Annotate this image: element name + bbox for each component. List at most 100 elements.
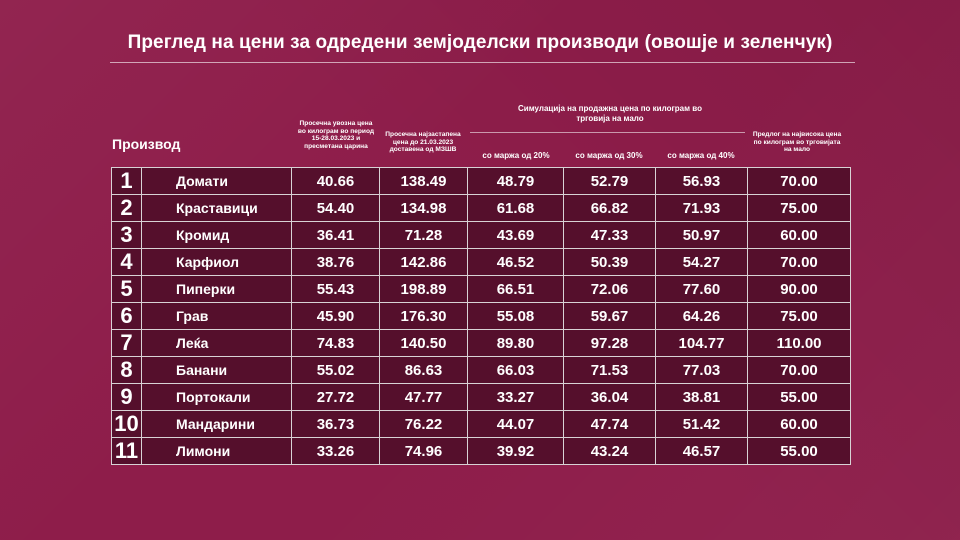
margin-40-cell: 46.57 <box>655 437 748 465</box>
margin-30-cell: 47.74 <box>563 410 656 438</box>
table-row: 7 Леќа 74.83 140.50 89.80 97.28 104.77 110.00 <box>111 329 851 357</box>
margin-20-cell: 66.03 <box>467 356 564 384</box>
page-title: Преглед на цени за одредени земјоделски … <box>127 32 833 53</box>
table-row: 3 Кромид 36.41 71.28 43.69 47.33 50.97 60.00 <box>111 221 851 249</box>
margin-40-cell: 77.03 <box>655 356 748 384</box>
table-row: 1 Домати 40.66 138.49 48.79 52.79 56.93 70.00 <box>111 167 851 195</box>
import-price-cell: 33.26 <box>291 437 380 465</box>
margin-40-cell: 104.77 <box>655 329 748 357</box>
product-name: Кромид <box>141 221 292 249</box>
title-underline <box>110 62 855 63</box>
import-price-cell: 55.02 <box>291 356 380 384</box>
margin-30-cell: 43.24 <box>563 437 656 465</box>
max-price-cell: 55.00 <box>747 383 851 411</box>
frequent-price-cell: 86.63 <box>379 356 468 384</box>
table-row: 11 Лимони 33.26 74.96 39.92 43.24 46.57 55.00 <box>111 437 851 465</box>
frequent-price-cell: 140.50 <box>379 329 468 357</box>
table-row: 8 Банани 55.02 86.63 66.03 71.53 77.03 70.00 <box>111 356 851 384</box>
simulation-underline <box>470 132 745 133</box>
margin-20-cell: 46.52 <box>467 248 564 276</box>
row-number: 2 <box>111 194 142 222</box>
margin-40-cell: 51.42 <box>655 410 748 438</box>
margin-30-cell: 66.82 <box>563 194 656 222</box>
product-name: Пиперки <box>141 275 292 303</box>
import-price-cell: 27.72 <box>291 383 380 411</box>
import-price-cell: 40.66 <box>291 167 380 195</box>
row-number: 9 <box>111 383 142 411</box>
product-name: Портокали <box>141 383 292 411</box>
margin-40-header: со маржа од 40% <box>667 151 735 160</box>
import-price-header: Просечна увозна цена во килограм во пери… <box>297 120 375 150</box>
table-row: 6 Грав 45.90 176.30 55.08 59.67 64.26 75.00 <box>111 302 851 330</box>
margin-30-cell: 52.79 <box>563 167 656 195</box>
row-number: 4 <box>111 248 142 276</box>
table-row: 2 Краставици 54.40 134.98 61.68 66.82 71.93 75.… <box>111 194 851 222</box>
margin-30-header: со маржа од 30% <box>575 151 643 160</box>
row-number: 3 <box>111 221 142 249</box>
max-price-cell: 70.00 <box>747 356 851 384</box>
import-price-cell: 36.41 <box>291 221 380 249</box>
import-price-cell: 36.73 <box>291 410 380 438</box>
product-name: Домати <box>141 167 292 195</box>
table-row: 4 Карфиол 38.76 142.86 46.52 50.39 54.27 70.00 <box>111 248 851 276</box>
margin-40-cell: 64.26 <box>655 302 748 330</box>
row-number: 11 <box>111 437 142 465</box>
margin-40-cell: 77.60 <box>655 275 748 303</box>
margin-40-cell: 54.27 <box>655 248 748 276</box>
proposal-header: Предлог на највисока цена по килограм во… <box>752 131 842 154</box>
margin-20-cell: 55.08 <box>467 302 564 330</box>
margin-40-cell: 71.93 <box>655 194 748 222</box>
max-price-cell: 75.00 <box>747 194 851 222</box>
row-number: 1 <box>111 167 142 195</box>
margin-20-cell: 39.92 <box>467 437 564 465</box>
simulation-header: Симулација на продажна цена по килограм … <box>518 104 702 124</box>
margin-40-cell: 50.97 <box>655 221 748 249</box>
margin-20-cell: 66.51 <box>467 275 564 303</box>
product-name: Грав <box>141 302 292 330</box>
margin-30-cell: 36.04 <box>563 383 656 411</box>
max-price-cell: 90.00 <box>747 275 851 303</box>
price-table: 1 Домати 40.66 138.49 48.79 52.79 56.93 70.00 2 К… <box>111 167 851 465</box>
product-name: Лимони <box>141 437 292 465</box>
product-name: Банани <box>141 356 292 384</box>
max-price-cell: 75.00 <box>747 302 851 330</box>
product-name: Краставици <box>141 194 292 222</box>
margin-20-header: со маржа од 20% <box>482 151 550 160</box>
product-name: Леќа <box>141 329 292 357</box>
max-price-cell: 70.00 <box>747 248 851 276</box>
product-column-header: Производ <box>112 136 181 152</box>
max-price-cell: 60.00 <box>747 221 851 249</box>
product-name: Карфиол <box>141 248 292 276</box>
margin-30-cell: 50.39 <box>563 248 656 276</box>
max-price-cell: 110.00 <box>747 329 851 357</box>
frequent-price-cell: 138.49 <box>379 167 468 195</box>
table-row: 5 Пиперки 55.43 198.89 66.51 72.06 77.60 90.00 <box>111 275 851 303</box>
margin-30-cell: 47.33 <box>563 221 656 249</box>
row-number: 5 <box>111 275 142 303</box>
max-price-cell: 55.00 <box>747 437 851 465</box>
product-name: Мандарини <box>141 410 292 438</box>
margin-40-cell: 56.93 <box>655 167 748 195</box>
row-number: 8 <box>111 356 142 384</box>
max-price-cell: 60.00 <box>747 410 851 438</box>
frequent-price-cell: 71.28 <box>379 221 468 249</box>
margin-30-cell: 59.67 <box>563 302 656 330</box>
row-number: 6 <box>111 302 142 330</box>
margin-20-cell: 89.80 <box>467 329 564 357</box>
frequent-price-cell: 198.89 <box>379 275 468 303</box>
frequent-price-header: Просечна најзастапена цена до 21.03.2023… <box>385 131 461 154</box>
frequent-price-cell: 134.98 <box>379 194 468 222</box>
margin-20-cell: 48.79 <box>467 167 564 195</box>
max-price-cell: 70.00 <box>747 167 851 195</box>
margin-20-cell: 43.69 <box>467 221 564 249</box>
table-row: 10 Мандарини 36.73 76.22 44.07 47.74 51.42 60.0… <box>111 410 851 438</box>
import-price-cell: 54.40 <box>291 194 380 222</box>
margin-20-cell: 61.68 <box>467 194 564 222</box>
row-number: 10 <box>111 410 142 438</box>
row-number: 7 <box>111 329 142 357</box>
frequent-price-cell: 74.96 <box>379 437 468 465</box>
import-price-cell: 74.83 <box>291 329 380 357</box>
margin-20-cell: 44.07 <box>467 410 564 438</box>
frequent-price-cell: 76.22 <box>379 410 468 438</box>
table-row: 9 Портокали 27.72 47.77 33.27 36.04 38.81 55.00 <box>111 383 851 411</box>
